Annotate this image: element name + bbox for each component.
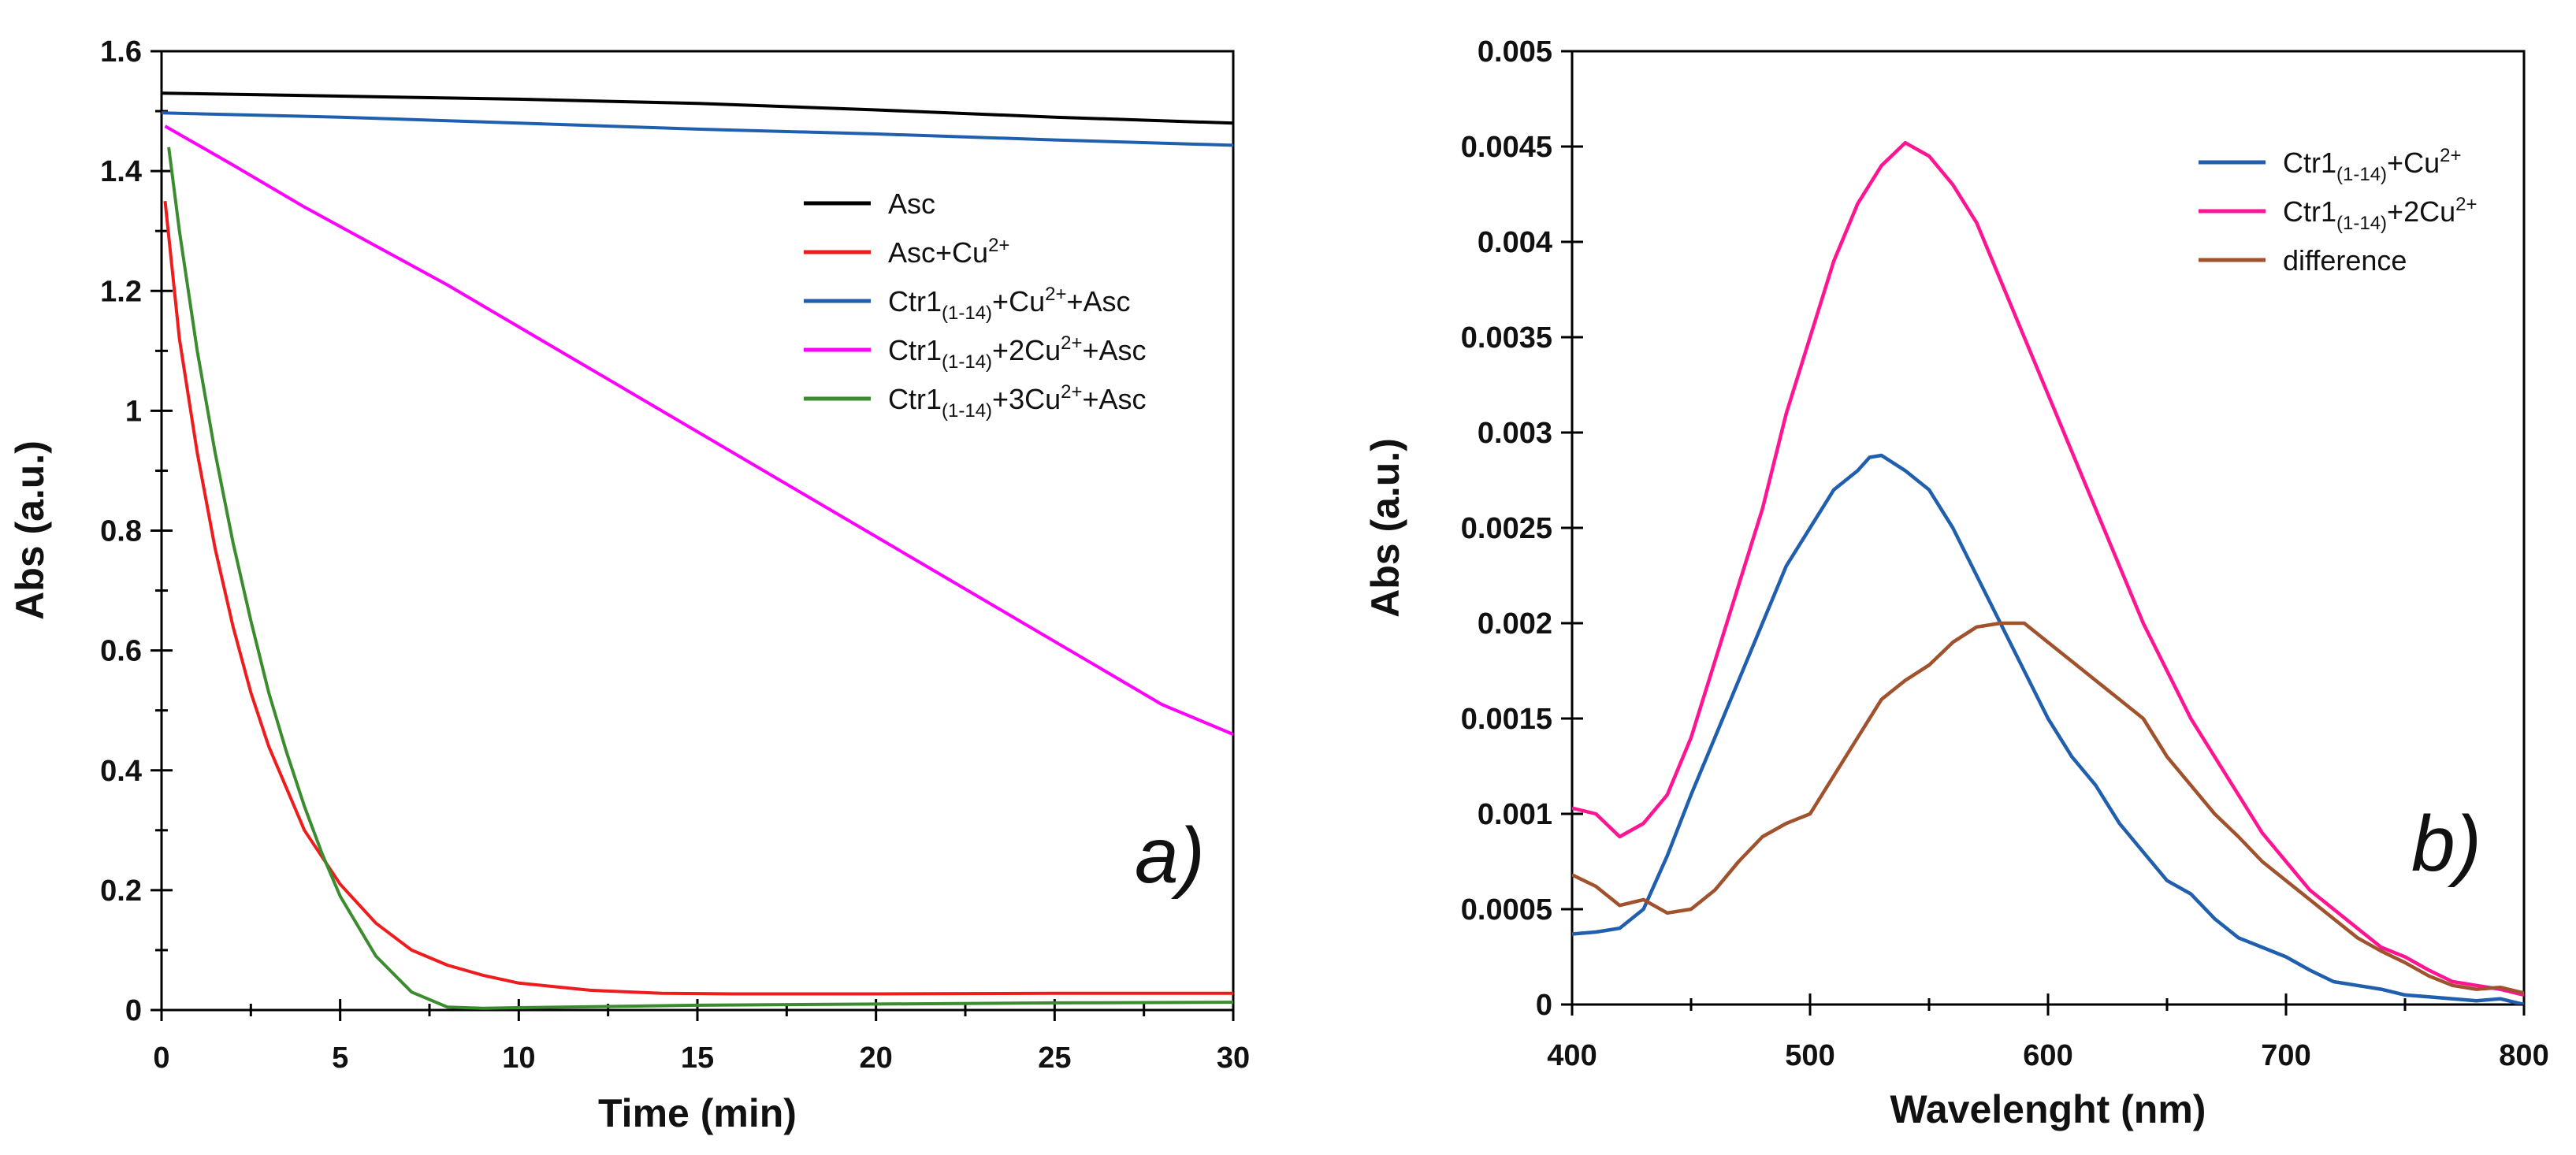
x-tick-label: 20 [860,1042,893,1075]
panel-label: b) [2411,800,2481,888]
x-axis-title: Time (min) [598,1091,797,1135]
y-tick-label: 0.005 [1478,35,1552,69]
panel-label: a) [1135,811,1205,900]
y-axis-title: Abs (a.u.) [8,440,52,620]
legend: Asc Asc+Cu2+ Ctr1(1-14)+Cu2++Asc Ctr1(1-14)… [804,188,1147,422]
legend-entry: difference [2283,244,2407,277]
y-tick-label: 0.0025 [1461,512,1552,545]
series-line-2 [163,200,1233,996]
x-axis-title: Wavelenght (nm) [1890,1087,2206,1131]
y-tick-label: 0.0015 [1461,703,1552,736]
y-tick-label: 0.004 [1478,226,1552,259]
legend-entry: Ctr1(1-14)+Cu2++Asc [888,284,1131,324]
y-axis-title: Abs (a.u.) [1363,438,1407,618]
series-line-2 [1572,140,2524,997]
series-line-1 [1572,453,2524,1005]
x-tick-label: 10 [502,1042,535,1075]
y-tick-label: 0.2 [100,875,142,908]
series-line-5 [167,147,1233,1010]
legend-entry: Ctr1(1-14)+2Cu2+ [2283,194,2477,234]
x-tick-label: 500 [1785,1039,1834,1072]
series-line-4 [164,124,1233,736]
x-tick-label: 30 [1217,1042,1250,1075]
y-tick-label: 0.8 [100,515,142,548]
chart-panel-b: 400 500 600 700 800 0 0.0005 0.001 0.0015 0.002 0.… [1363,35,2549,1131]
y-tick-label: 0.0005 [1461,893,1552,927]
y-tick-label: 0.001 [1478,798,1552,831]
legend-entry: Ctr1(1-14)+Cu2+ [2283,145,2461,185]
y-tick-label: 1 [125,395,142,428]
y-tick-label: 0.003 [1478,417,1552,450]
legend-entry: Ctr1(1-14)+2Cu2++Asc [888,332,1147,373]
x-tick-label: 0 [153,1042,169,1075]
series-line-3 [1572,621,2524,995]
y-tick-label: 1.2 [100,275,142,308]
y-tick-label: 1.4 [100,155,142,188]
plot-frame [1571,50,2526,1006]
y-tick-label: 0.6 [100,635,142,668]
series-line-1 [162,91,1233,125]
x-tick-label: 600 [2023,1039,2072,1072]
legend-entry: Asc [888,188,935,220]
y-tick-label: 0.4 [100,755,142,788]
x-tick-label: 700 [2261,1039,2310,1072]
x-tick-label: 400 [1547,1039,1597,1072]
y-tick-label: 1.6 [100,35,142,69]
plot-frame [160,50,1235,1012]
y-tick-label: 0 [1536,989,1552,1022]
x-tick-label: 5 [332,1042,348,1075]
legend: Ctr1(1-14)+Cu2+ Ctr1(1-14)+2Cu2+ differenc… [2199,145,2477,277]
y-tick-label: 0 [125,994,142,1027]
legend-entry: Ctr1(1-14)+3Cu2++Asc [888,381,1147,422]
legend-entry: Asc+Cu2+ [888,235,1009,269]
y-tick-label: 0.0045 [1461,131,1552,164]
chart-panel-a: 0 5 10 15 20 25 30 0 0.2 0.4 0.6 0.8 1 1.2 1.4 1.6 Time … [8,35,1250,1135]
x-tick-label: 25 [1038,1042,1071,1075]
x-tick-label: 800 [2499,1039,2548,1072]
series-line-3 [162,111,1233,147]
y-tick-label: 0.002 [1478,607,1552,641]
y-tick-label: 0.0035 [1461,321,1552,355]
x-tick-label: 15 [681,1042,714,1075]
